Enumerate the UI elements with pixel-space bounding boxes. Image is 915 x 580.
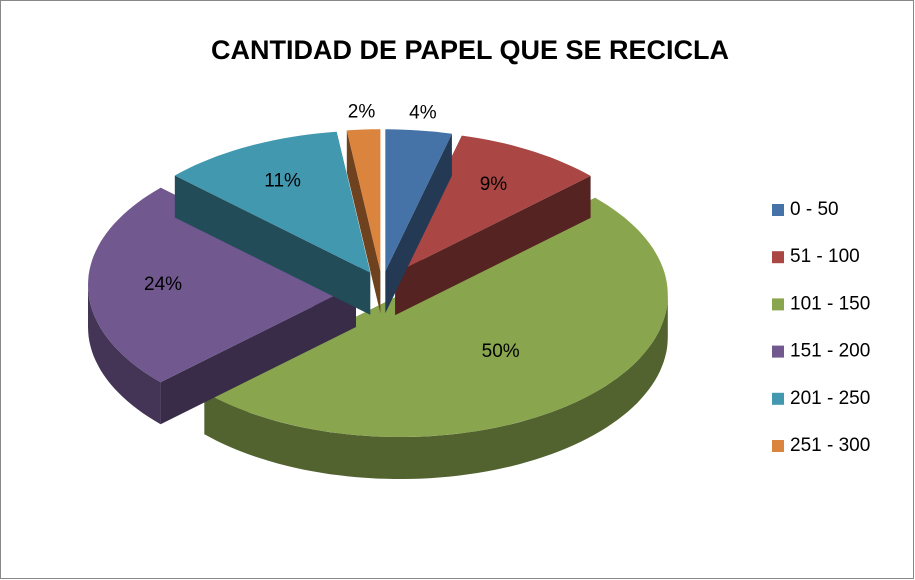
legend-label: 251 - 300 xyxy=(790,435,870,456)
slice-side xyxy=(204,295,668,479)
slice-wall xyxy=(385,133,452,314)
legend-swatch xyxy=(772,440,784,452)
slice-top xyxy=(385,129,452,272)
chart-title: CANTIDAD DE PAPEL QUE SE RECICLA xyxy=(211,35,729,65)
data-label: 11% xyxy=(264,171,301,192)
slice xyxy=(204,197,668,479)
legend-swatch xyxy=(772,251,784,264)
legend-label: 151 - 200 xyxy=(790,341,870,362)
legend-swatch xyxy=(772,204,784,216)
slice-side xyxy=(88,285,161,425)
slice-wall xyxy=(174,175,371,315)
slice-top xyxy=(204,197,668,437)
legend-label: 101 - 150 xyxy=(790,293,870,314)
data-label: 50% xyxy=(482,341,520,362)
data-label: 24% xyxy=(144,274,182,295)
slice xyxy=(385,129,452,314)
data-label: 9% xyxy=(480,174,508,195)
slice xyxy=(174,131,371,315)
legend-swatch xyxy=(772,392,784,405)
slice-wall xyxy=(160,285,356,425)
legend-label: 0 - 50 xyxy=(790,199,839,220)
legend-label: 201 - 250 xyxy=(790,388,870,409)
slice-wall xyxy=(395,175,591,316)
slice xyxy=(346,129,381,314)
data-label: 2% xyxy=(348,102,376,123)
legend-swatch xyxy=(772,345,784,358)
slice-top xyxy=(174,131,371,273)
legend-swatch xyxy=(772,298,784,311)
data-label: 4% xyxy=(409,103,437,124)
slice-wall xyxy=(346,130,381,314)
slice-top xyxy=(395,135,591,274)
slice-top xyxy=(88,187,356,383)
slice-top xyxy=(346,129,381,272)
legend-label: 51 - 100 xyxy=(790,246,860,267)
